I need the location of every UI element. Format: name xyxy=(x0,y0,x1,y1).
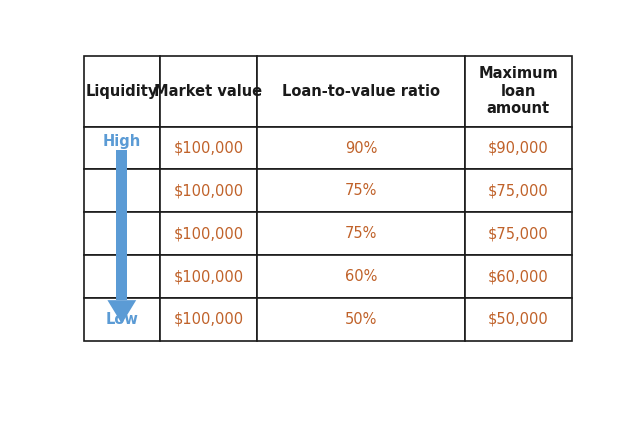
Polygon shape xyxy=(108,300,136,324)
Bar xyxy=(159,127,257,169)
Bar xyxy=(84,169,159,212)
Text: 90%: 90% xyxy=(345,140,377,156)
Text: High: High xyxy=(102,134,141,149)
Bar xyxy=(159,255,257,298)
Bar xyxy=(257,298,465,341)
Bar xyxy=(257,212,465,255)
Text: 75%: 75% xyxy=(345,184,377,198)
Text: $100,000: $100,000 xyxy=(173,226,243,241)
Bar xyxy=(257,169,465,212)
Bar xyxy=(159,169,257,212)
Text: $100,000: $100,000 xyxy=(173,184,243,198)
Text: $75,000: $75,000 xyxy=(488,184,548,198)
Bar xyxy=(84,255,159,298)
Bar xyxy=(84,212,159,255)
Bar xyxy=(116,150,127,300)
Bar xyxy=(84,298,159,341)
Bar xyxy=(465,298,572,341)
Text: 60%: 60% xyxy=(345,269,377,284)
Bar xyxy=(257,56,465,127)
Text: Liquidity: Liquidity xyxy=(86,84,158,99)
Text: Market value: Market value xyxy=(154,84,262,99)
Bar xyxy=(257,127,465,169)
Text: $60,000: $60,000 xyxy=(488,269,548,284)
Bar xyxy=(159,212,257,255)
Text: $100,000: $100,000 xyxy=(173,269,243,284)
Text: $75,000: $75,000 xyxy=(488,226,548,241)
Bar xyxy=(257,255,465,298)
Bar xyxy=(84,56,159,127)
Bar xyxy=(159,56,257,127)
Bar xyxy=(465,255,572,298)
Text: Loan-to-value ratio: Loan-to-value ratio xyxy=(282,84,440,99)
Bar xyxy=(465,212,572,255)
Text: $100,000: $100,000 xyxy=(173,312,243,327)
Bar xyxy=(465,169,572,212)
Bar xyxy=(84,127,159,169)
Text: Low: Low xyxy=(106,312,138,327)
Bar xyxy=(465,56,572,127)
Text: $90,000: $90,000 xyxy=(488,140,548,156)
Text: Maximum
loan
amount: Maximum loan amount xyxy=(479,67,558,116)
Bar xyxy=(159,298,257,341)
Text: $100,000: $100,000 xyxy=(173,140,243,156)
Text: $50,000: $50,000 xyxy=(488,312,548,327)
Bar xyxy=(465,127,572,169)
Text: 75%: 75% xyxy=(345,226,377,241)
Text: 50%: 50% xyxy=(345,312,377,327)
